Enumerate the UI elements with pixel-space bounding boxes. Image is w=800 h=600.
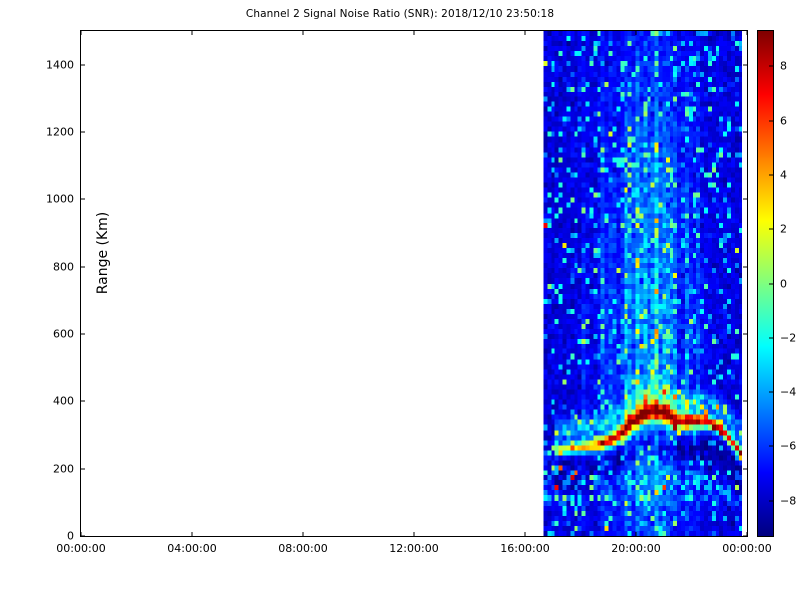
x-tick-mark [80, 31, 82, 35]
y-tick-mark [81, 198, 85, 200]
x-tick-mark [524, 31, 526, 35]
main-axes: Range (Km) 0 200 400 600 800 1000 1200 1400 00:… [46, 30, 772, 555]
y-tick-label: 800 [53, 260, 74, 274]
colorbar-tick-mark [769, 337, 773, 339]
snr-heatmap [81, 31, 747, 536]
colorbar-tick-label: −2 [780, 331, 797, 345]
y-tick-label: 400 [53, 394, 74, 408]
x-tick-label: 00:00:00 [722, 542, 772, 555]
colorbar-tick-mark [769, 445, 773, 447]
colorbar-tick-label: −8 [780, 494, 797, 508]
colorbar-tick-mark [769, 228, 773, 230]
x-tick-mark [635, 31, 637, 35]
x-tick-label: 12:00:00 [389, 542, 439, 555]
colorbar-tick-mark [769, 120, 773, 122]
x-tick-mark [413, 31, 415, 35]
y-tick-mark [81, 468, 85, 470]
y-tick-mark [81, 131, 85, 133]
y-tick-mark [743, 468, 747, 470]
y-tick-mark [743, 400, 747, 402]
colorbar-tick-label: 2 [780, 222, 787, 236]
y-axis-label: Range (Km) [95, 211, 111, 295]
y-tick-label: 1400 [46, 58, 74, 72]
y-tick-mark [743, 266, 747, 268]
y-tick-label: 0 [67, 529, 74, 543]
colorbar-tick-label: 0 [780, 277, 787, 290]
colorbar-tick-mark [769, 391, 773, 393]
y-tick-mark [81, 64, 85, 66]
y-tick-mark [81, 535, 85, 537]
y-tick-mark [743, 64, 747, 66]
y-tick-mark [743, 333, 747, 335]
x-tick-label: 16:00:00 [500, 542, 550, 555]
x-tick-label: 08:00:00 [278, 542, 328, 555]
y-tick-label: 200 [53, 462, 74, 476]
x-tick-mark [191, 31, 193, 35]
x-tick-mark [524, 532, 526, 536]
x-tick-label: 20:00:00 [611, 542, 661, 555]
colorbar-tick-label: 8 [780, 59, 787, 73]
colorbar: −8 −6 −4 −2 0 2 4 6 8 [757, 30, 796, 537]
x-tick-mark [413, 532, 415, 536]
x-tick-label: 00:00:00 [56, 542, 106, 555]
x-tick-mark [80, 532, 82, 536]
colorbar-tick-label: −6 [780, 439, 797, 453]
colorbar-tick-label: −4 [780, 385, 797, 399]
plot-area [81, 31, 747, 536]
y-tick-mark [81, 400, 85, 402]
y-tick-mark [743, 131, 747, 133]
colorbar-tick-label: 4 [780, 168, 787, 182]
x-tick-mark [191, 532, 193, 536]
x-tick-mark [746, 532, 748, 536]
colorbar-tick-mark [769, 283, 773, 284]
x-tick-label: 04:00:00 [167, 542, 217, 555]
y-tick-label: 1200 [46, 125, 74, 139]
y-tick-mark [81, 333, 85, 335]
x-tick-mark [746, 31, 748, 35]
y-tick-label: 1000 [46, 192, 74, 206]
y-tick-mark [743, 198, 747, 200]
x-tick-mark [302, 31, 304, 35]
y-tick-mark [743, 535, 747, 537]
chart-title: Channel 2 Signal Noise Ratio (SNR): 2018… [245, 8, 555, 20]
colorbar-gradient [758, 31, 773, 536]
colorbar-tick-label: 6 [780, 114, 787, 128]
y-tick-mark [81, 266, 85, 268]
colorbar-tick-mark [769, 174, 773, 176]
colorbar-tick-mark [769, 65, 773, 67]
y-tick-label: 600 [53, 327, 74, 341]
colorbar-tick-mark [769, 500, 773, 502]
x-tick-mark [635, 532, 637, 536]
x-tick-mark [302, 532, 304, 536]
